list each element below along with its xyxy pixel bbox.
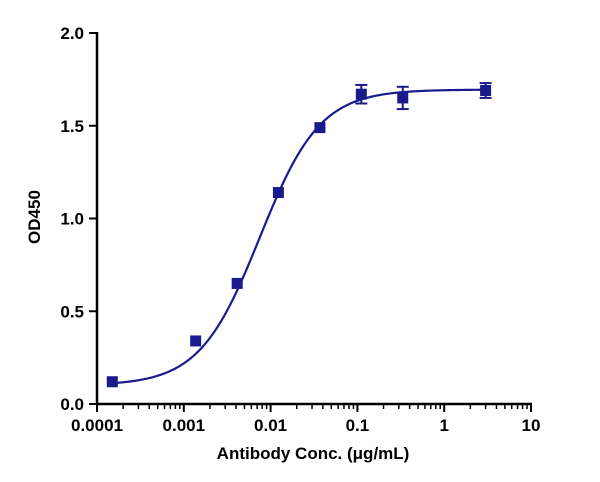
y-tick-label: 2.0 <box>60 24 84 43</box>
y-tick-label: 0.0 <box>60 395 84 414</box>
x-tick-label: 0.1 <box>346 416 370 435</box>
data-point <box>314 122 326 134</box>
x-tick-label: 0.0001 <box>71 416 123 435</box>
y-tick-label: 0.5 <box>60 302 84 321</box>
y-axis-title: OD450 <box>25 190 44 244</box>
y-tick-label: 1.0 <box>60 210 84 229</box>
data-point <box>272 187 284 199</box>
x-tick-label: 0.001 <box>163 416 206 435</box>
data-point <box>231 277 243 289</box>
data-point <box>190 335 202 347</box>
fit-curve-layer <box>112 88 486 385</box>
fit-curve <box>112 88 486 385</box>
data-point <box>355 88 367 100</box>
data-point <box>397 92 409 104</box>
data-point <box>480 85 492 97</box>
data-point <box>106 376 118 388</box>
x-tick-label: 0.01 <box>254 416 287 435</box>
x-axis-title: Antibody Conc. (μg/mL) <box>217 444 410 463</box>
data-points-layer <box>106 82 492 388</box>
x-tick-label: 10 <box>522 416 541 435</box>
x-tick-label: 1 <box>439 416 448 435</box>
axes: 0.0 0.5 1.0 1.5 2.0 0.0001 0.001 0.01 0.1 1 10 <box>60 24 540 435</box>
y-tick-label: 1.5 <box>60 117 84 136</box>
